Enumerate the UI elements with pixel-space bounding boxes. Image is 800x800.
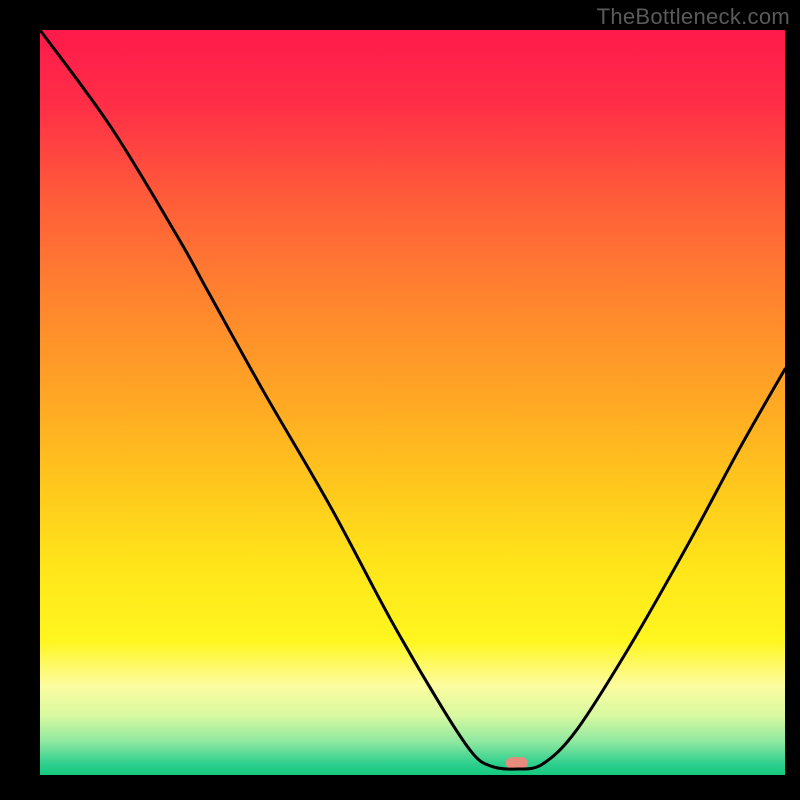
bottleneck-chart-svg [0, 0, 800, 800]
optimum-marker [506, 757, 528, 769]
watermark-text: TheBottleneck.com [597, 4, 790, 30]
chart-stage: TheBottleneck.com [0, 0, 800, 800]
plot-gradient-background [40, 30, 785, 775]
